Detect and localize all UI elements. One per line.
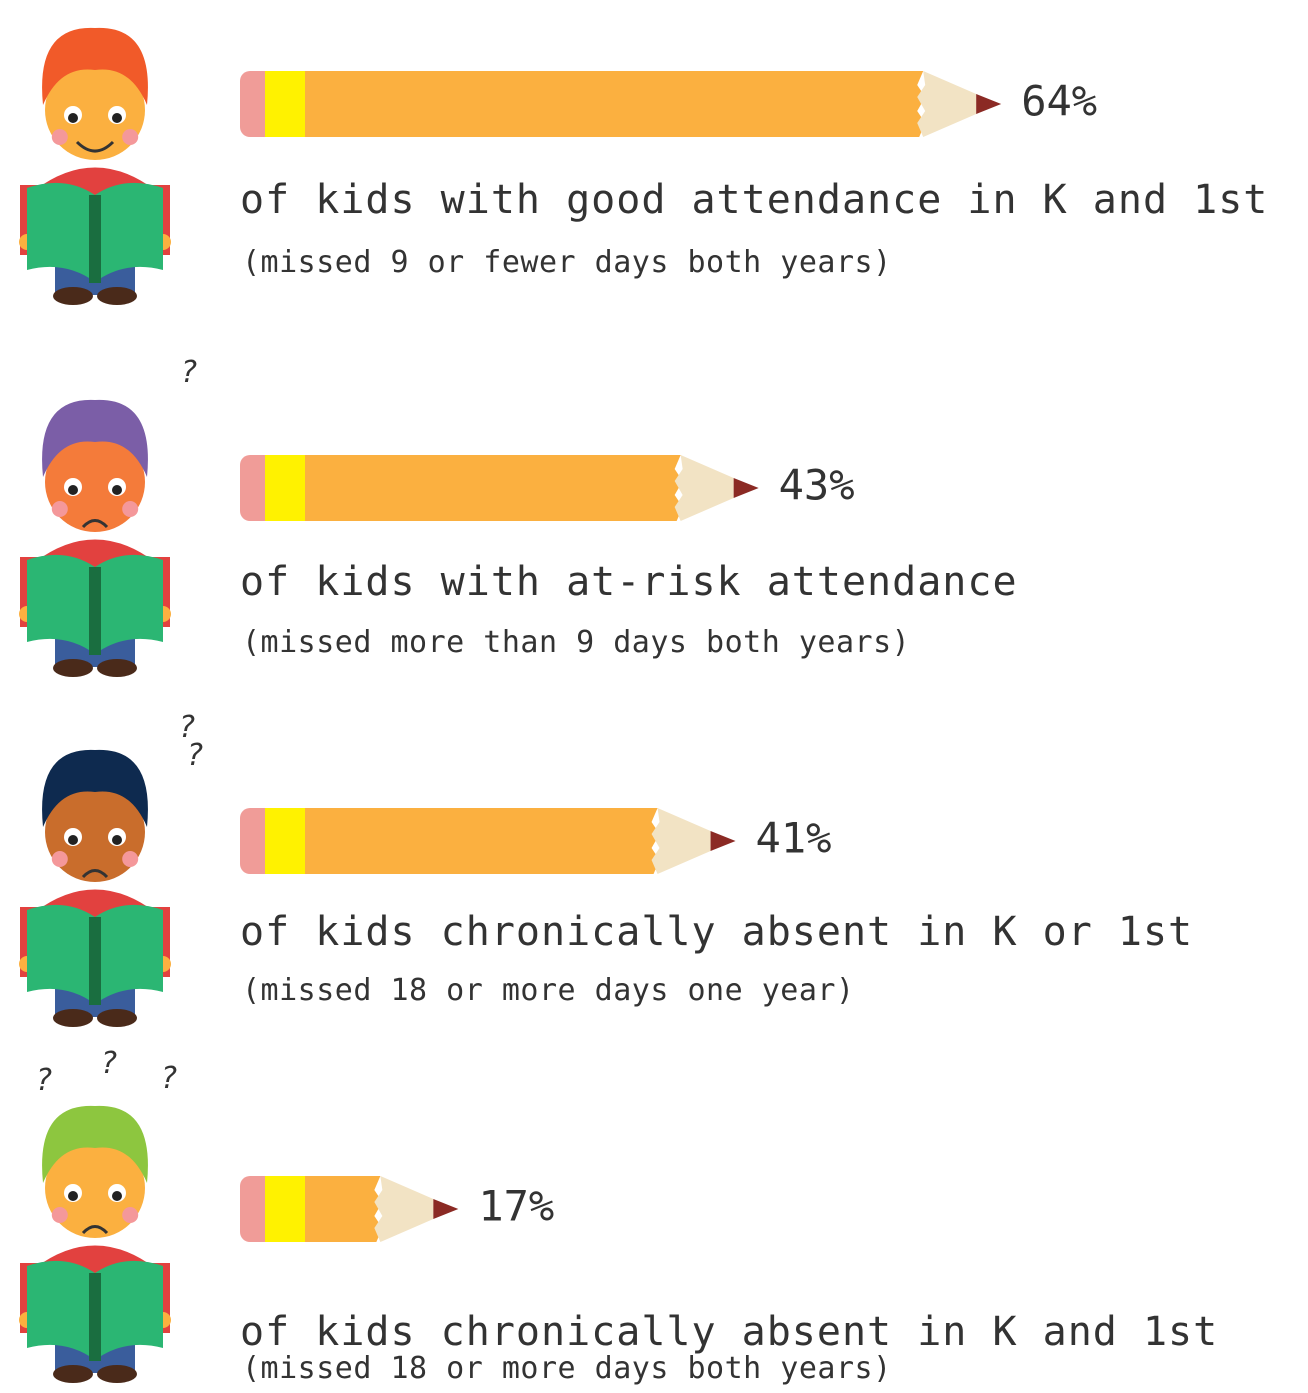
question-mark: ? [35, 1063, 53, 1098]
kid-cheek [51, 1207, 68, 1223]
question-mark: ? [186, 738, 204, 773]
category-subtitle: (missed 18 or more days both years) [242, 1351, 892, 1386]
category-label: of kids with at-risk attendance [240, 559, 1018, 605]
kid-cheek [51, 851, 68, 867]
value-label: 64% [1021, 77, 1097, 126]
value-label: 43% [779, 461, 855, 510]
category-subtitle: (missed 18 or more days one year) [242, 973, 855, 1008]
kid-shoe [97, 1365, 137, 1383]
value-label: 41% [756, 814, 832, 863]
kid-mouth [81, 869, 109, 879]
kid-head [45, 1138, 145, 1238]
pencil-lead [976, 94, 1002, 114]
question-mark: ? [100, 1046, 118, 1081]
pencil-lead [433, 1199, 459, 1219]
kid-cheek [51, 129, 68, 145]
kid [19, 27, 171, 305]
pencil [240, 71, 1002, 137]
kid-head [45, 782, 145, 882]
kid-hair [42, 399, 148, 477]
kid-pupil [68, 485, 78, 495]
question-mark: ? [160, 1061, 178, 1096]
kid-pupil [68, 1191, 78, 1201]
kid-cheek [122, 501, 139, 517]
kid-pupil [68, 113, 78, 123]
kid-mouth [81, 1225, 109, 1235]
pencil-body [305, 808, 660, 874]
kid-shoe [97, 659, 137, 677]
kid-hair [42, 1105, 148, 1183]
kid-book-spine [89, 567, 101, 655]
pencil-body [305, 71, 926, 137]
pencil-body [305, 455, 683, 521]
kid: ? [19, 355, 198, 677]
value-label: 17% [478, 1182, 554, 1231]
kid-mouth [81, 519, 109, 529]
pencil [240, 808, 736, 874]
kid-head [45, 432, 145, 532]
kid-cheek [122, 851, 139, 867]
pencil-wood [674, 455, 734, 521]
kid-cheek [51, 501, 68, 517]
pencil-ferrule [265, 455, 305, 521]
pencil-lead [710, 831, 736, 851]
kid-shoe [53, 1365, 93, 1383]
kid: ?? [19, 710, 204, 1027]
kid-pupil [112, 485, 122, 495]
kid-book-spine [89, 1273, 101, 1361]
pencil-ferrule [265, 808, 305, 874]
category-subtitle: (missed more than 9 days both years) [242, 625, 910, 660]
pencil-body [305, 1176, 383, 1242]
kid-hair [42, 749, 148, 827]
kid-cheek [122, 129, 139, 145]
kid-pupil [112, 1191, 122, 1201]
pencil-lead [733, 478, 759, 498]
kid-head [45, 60, 145, 160]
category-subtitle: (missed 9 or fewer days both years) [242, 245, 892, 280]
question-mark: ? [180, 355, 198, 390]
kid-shoe [97, 287, 137, 305]
kid-shoe [53, 287, 93, 305]
kid-shoe [53, 659, 93, 677]
kid-shoe [53, 1009, 93, 1027]
pencil [240, 1176, 459, 1242]
kid-pupil [112, 113, 122, 123]
category-label: of kids chronically absent in K or 1st [240, 909, 1193, 955]
kid-pupil [68, 835, 78, 845]
kid: ??? [19, 1046, 178, 1383]
kid-mouth [75, 140, 115, 153]
kid-cheek [122, 1207, 139, 1223]
pencil-ferrule [265, 1176, 305, 1242]
kid-shoe [97, 1009, 137, 1027]
pencil-wood [374, 1176, 434, 1242]
kid-pupil [112, 835, 122, 845]
pencil-ferrule [265, 71, 305, 137]
kid-book-spine [89, 917, 101, 1005]
pencil-wood [917, 71, 977, 137]
pencil-wood [651, 808, 711, 874]
category-label: of kids chronically absent in K and 1st [240, 1309, 1218, 1355]
category-label: of kids with good attendance in K and 1s… [240, 177, 1268, 223]
kid-hair [42, 27, 148, 105]
question-mark: ? [178, 710, 196, 745]
pencil [240, 455, 759, 521]
kid-book-spine [89, 195, 101, 283]
